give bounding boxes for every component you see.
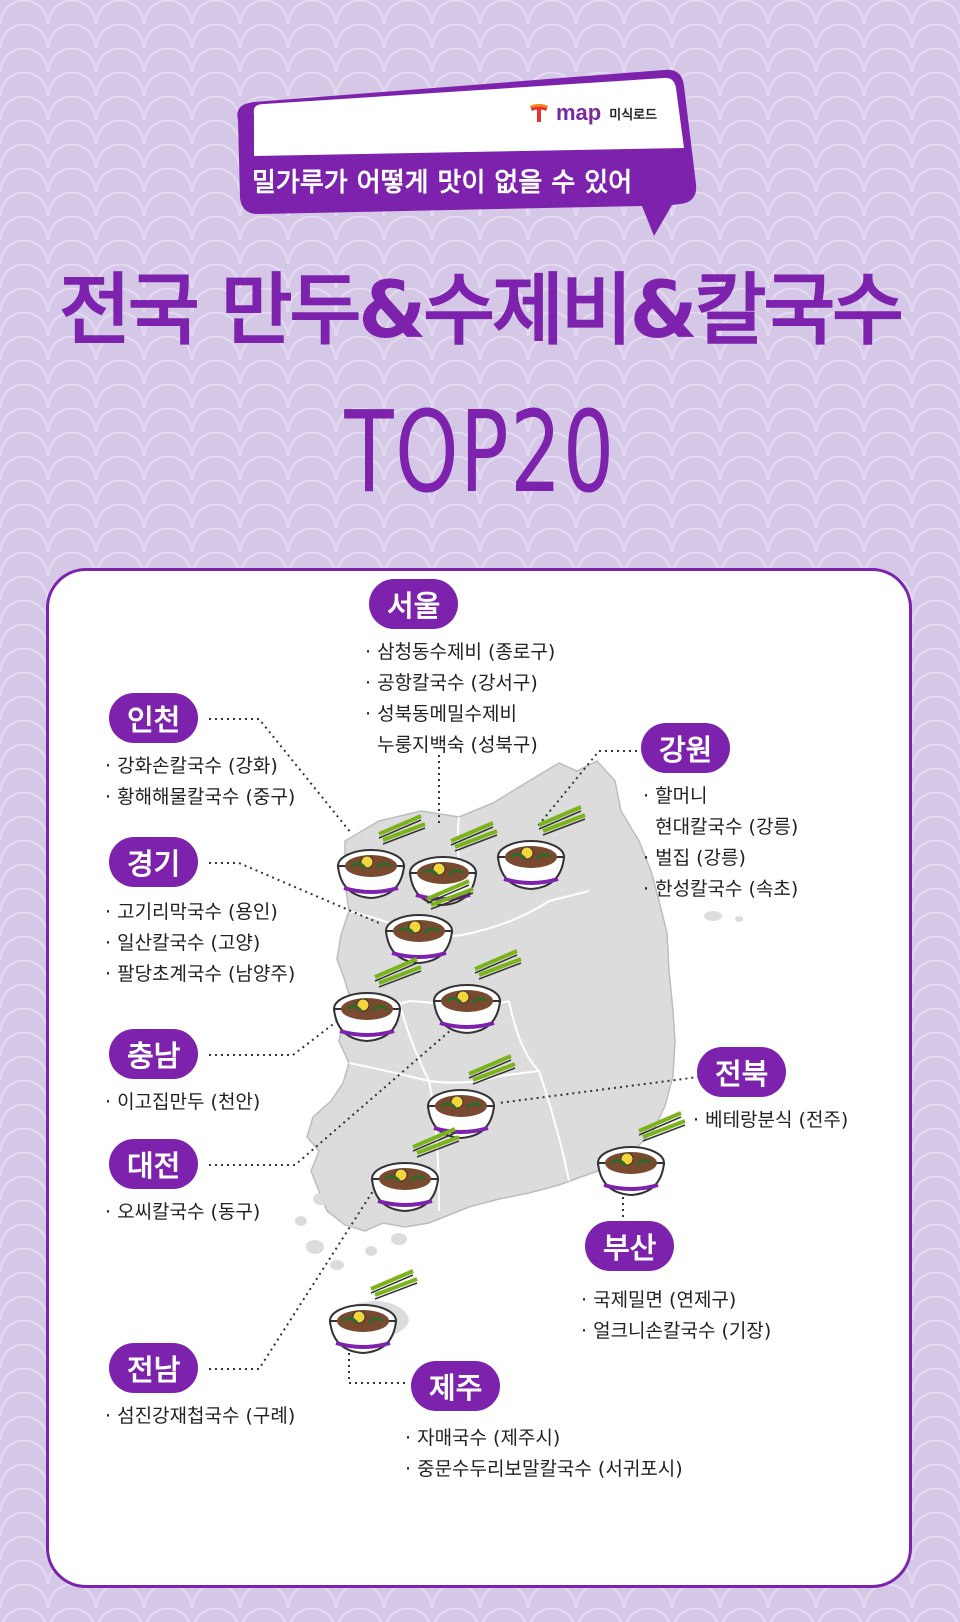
list-item: 공항칼국수 (강서구) [365, 668, 555, 699]
list-item: 성북동메밀수제비 [365, 699, 555, 730]
region-list-jeju: 자매국수 (제주시) 중문수두리보말칼국수 (서귀포시) [405, 1423, 683, 1485]
list-item: 삼청동수제비 (종로구) [365, 637, 555, 668]
list-item: 섬진강재첩국수 (구례) [105, 1401, 295, 1432]
region-badge-jeonbuk: 전북 [697, 1047, 787, 1097]
list-item: 오씨칼국수 (동구) [105, 1197, 260, 1228]
list-item: 자매국수 (제주시) [405, 1423, 683, 1454]
region-list-jeonbuk: 베테랑분식 (전주) [693, 1105, 848, 1136]
speech-bubble-shape [237, 69, 697, 236]
list-item: 벌집 (강릉) [643, 843, 798, 874]
region-badge-seoul: 서울 [369, 579, 459, 629]
list-item: 한성칼국수 (속초) [643, 874, 798, 905]
tmap-t-icon [530, 104, 548, 122]
region-badge-gangwon: 강원 [641, 723, 731, 773]
region-badge-chungnam: 충남 [109, 1029, 199, 1079]
list-item: 현대칼국수 (강릉) [655, 816, 799, 838]
korea-map [209, 718, 743, 1384]
region-list-seoul: 삼청동수제비 (종로구) 공항칼국수 (강서구) 성북동메밀수제비 누룽지백숙 … [365, 637, 555, 761]
list-item: 이고집만두 (천안) [105, 1087, 260, 1118]
region-badge-incheon: 인천 [109, 693, 199, 743]
list-item: 일산칼국수 (고양) [105, 928, 295, 959]
region-badge-gyeonggi: 경기 [109, 837, 199, 887]
tmap-logo: map 미식로드 [528, 100, 657, 126]
list-item: 팔당초계국수 (남양주) [105, 959, 295, 990]
list-item: 베테랑분식 (전주) [693, 1105, 848, 1136]
brand-logo-text: map [556, 100, 602, 125]
region-list-busan: 국제밀면 (연제구) 얼크니손칼국수 (기장) [581, 1285, 771, 1347]
region-list-incheon: 강화손칼국수 (강화) 황해해물칼국수 (중구) [105, 751, 295, 813]
list-item: 중문수두리보말칼국수 (서귀포시) [405, 1454, 683, 1485]
region-list-gangwon: 할머니 현대칼국수 (강릉) 벌집 (강릉) 한성칼국수 (속초) [643, 781, 798, 905]
region-badge-busan: 부산 [585, 1221, 675, 1271]
speech-bubble: map 미식로드 밀가루가 어떻게 맛이 없을 수 있어 [224, 64, 724, 244]
list-item: 강화손칼국수 (강화) [105, 751, 295, 782]
list-item: 얼크니손칼국수 (기장) [581, 1316, 771, 1347]
region-list-chungnam: 이고집만두 (천안) [105, 1087, 260, 1118]
region-badge-daejeon: 대전 [109, 1139, 199, 1189]
page-subtitle: TOP20 [344, 388, 616, 518]
region-badge-jeonnam: 전남 [109, 1343, 199, 1393]
map-card: 서울 삼청동수제비 (종로구) 공항칼국수 (강서구) 성북동메밀수제비 누룽지… [46, 568, 912, 1588]
brand-sub-label: 미식로드 [609, 107, 658, 123]
region-list-daejeon: 오씨칼국수 (동구) [105, 1197, 260, 1228]
region-list-jeonnam: 섬진강재첩국수 (구례) [105, 1401, 295, 1432]
list-item: 할머니 [643, 781, 798, 812]
list-item: 고기리막국수 (용인) [105, 897, 295, 928]
region-badge-jeju: 제주 [411, 1361, 501, 1411]
region-list-gyeonggi: 고기리막국수 (용인) 일산칼국수 (고양) 팔당초계국수 (남양주) [105, 897, 295, 990]
bubble-text: 밀가루가 어떻게 맛이 없을 수 있어 [252, 168, 633, 198]
list-item: 누룽지백숙 (성북구) [377, 734, 538, 756]
list-item: 황해해물칼국수 (중구) [105, 782, 295, 813]
list-item: 국제밀면 (연제구) [581, 1285, 771, 1316]
page-title: 전국 만두&수제비&칼국수 [59, 266, 904, 356]
